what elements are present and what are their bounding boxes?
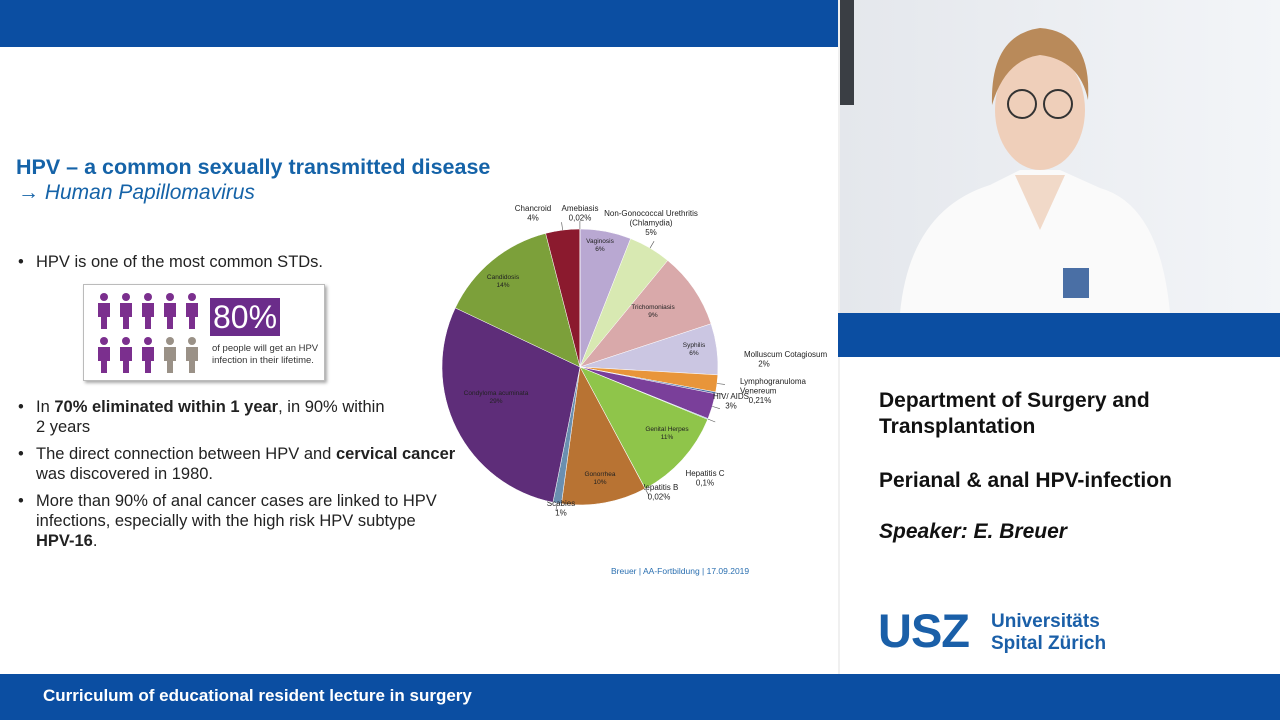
person-icon — [120, 347, 132, 373]
bullet-text: , in 90% within 2 years — [36, 398, 385, 436]
slice-label: Lymphogranuloma Venereum — [740, 377, 807, 396]
leader-line — [561, 222, 563, 231]
person-icon — [164, 347, 176, 373]
bullet-text: was discovered in 1980. — [36, 465, 214, 483]
bullet-text: . — [92, 532, 98, 550]
banner-text: Curriculum of educational resident lectu… — [43, 686, 472, 705]
person-icon — [144, 337, 152, 345]
slice-label: Vaginosis — [586, 238, 614, 245]
slice-label: Condyloma acuminata — [464, 390, 529, 397]
leader-line — [716, 383, 725, 385]
slide-top-bar — [0, 0, 838, 47]
slice-value-label: 14% — [496, 282, 509, 289]
slice-label: Chancroid — [515, 204, 551, 213]
slice-value-label: 9% — [648, 312, 658, 319]
bullet-text: HPV is one of the most common STDs. — [36, 253, 324, 271]
bullet-text: The direct connection between HPV and — [36, 445, 336, 463]
slice-label: Syphilis — [683, 342, 706, 349]
person-icon — [144, 293, 152, 301]
infographic-figure: 80% — [210, 298, 281, 336]
leader-line — [715, 392, 724, 395]
slice-label: Scabies — [547, 499, 575, 508]
leader-line — [707, 418, 716, 423]
bullet: More than 90% of anal cancer cases are l… — [18, 491, 456, 551]
logo-line: Universitäts — [991, 611, 1100, 632]
slice-label: Hepatitis B — [640, 483, 679, 492]
slice-value-label: 0,21% — [749, 396, 772, 405]
bottom-banner — [0, 674, 1280, 720]
panel-band — [838, 313, 1280, 357]
bullet-text: In — [36, 398, 55, 416]
leader-line — [555, 503, 558, 512]
slice-value-label: 4% — [527, 214, 539, 223]
infographic: 80% of people will get an HPV infection … — [83, 284, 325, 381]
person-icon — [186, 347, 198, 373]
person-icon — [122, 293, 130, 301]
bullet: The direct connection between HPV and ce… — [18, 444, 456, 484]
slice-label: Trichomoniasis — [631, 304, 675, 311]
person-icon — [100, 293, 108, 301]
pie-slice — [441, 307, 581, 503]
logo-line: Spital Zürich — [991, 633, 1107, 654]
bullet: In 70% eliminated within 1 year, in 90% … — [18, 397, 396, 437]
person-icon — [98, 347, 110, 373]
people-icons — [98, 293, 198, 373]
slice-value-label: 0,02% — [648, 493, 671, 502]
slice-label: Amebiasis — [562, 204, 599, 213]
pie-slice — [561, 366, 646, 506]
logo-mark: USZ — [878, 604, 970, 657]
person-icon — [142, 347, 154, 373]
person-icon — [122, 337, 130, 345]
slice-label: Genital Herpes — [645, 426, 689, 433]
person-icon — [166, 337, 174, 345]
speaker-video — [840, 0, 1280, 313]
bullet-text: More than 90% of anal cancer cases are l… — [36, 492, 437, 530]
leader-line — [649, 241, 655, 249]
person-icon — [142, 303, 154, 329]
leader-line — [712, 406, 721, 409]
slice-value-label: 5% — [645, 228, 657, 237]
person-icon — [98, 303, 110, 329]
person-icon — [166, 293, 174, 301]
bullet-text: HPV-16 — [36, 532, 93, 550]
slide-title: HPV – a common sexually transmitted dise… — [16, 155, 491, 179]
slide-footer: Breuer | AA-Fortbildung | 17.09.2019 — [611, 566, 750, 576]
slice-value-label: 2% — [758, 360, 770, 369]
speaker: Speaker: E. Breuer — [879, 520, 1067, 543]
slice-label: Molluscum Cotagiosum — [744, 350, 827, 359]
slide-subtitle: → Human Papillomavirus — [18, 181, 255, 204]
slice-value-label: 1% — [555, 509, 567, 518]
slice-label: Hepatitis C — [685, 469, 724, 478]
bullet-text: cervical cancer — [335, 445, 456, 463]
person-icon — [120, 303, 132, 329]
slice-value-label: 6% — [689, 350, 699, 357]
slice-value-label: 3% — [725, 402, 737, 411]
pie-slice — [454, 233, 581, 368]
person-icon — [164, 303, 176, 329]
slice-value-label: 10% — [593, 479, 606, 486]
person-icon — [100, 337, 108, 345]
slice-label: Candidosis — [487, 274, 520, 281]
infographic-caption: of people will get an HPV infection in t… — [212, 343, 319, 366]
bullet: HPV is one of the most common STDs. — [18, 252, 456, 272]
slice-value-label: 6% — [595, 246, 605, 253]
person-icon — [188, 337, 196, 345]
bullet-text: 70% eliminated within 1 year — [54, 398, 279, 416]
slice-label: Gonorrhea — [584, 471, 615, 478]
person-icon — [186, 303, 198, 329]
leader-line — [644, 488, 650, 496]
person-icon — [188, 293, 196, 301]
slice-label: Non-Gonococcal Urethritis (Chlamydia) — [604, 209, 698, 228]
slice-value-label: 0,02% — [569, 214, 592, 223]
slice-value-label: 11% — [661, 434, 674, 441]
slice-value-label: 0,1% — [696, 479, 714, 488]
slice-value-label: 29% — [489, 398, 502, 405]
topic: Perianal & anal HPV-infection — [879, 469, 1172, 492]
pie-slice — [579, 366, 708, 489]
department: Department of Surgery and Transplantatio… — [879, 389, 1150, 438]
slice-label: HIV/ AIDS — [713, 392, 749, 401]
